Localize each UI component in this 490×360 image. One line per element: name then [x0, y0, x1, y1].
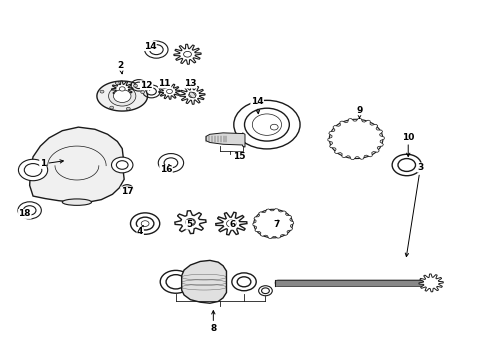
Text: 15: 15	[233, 152, 245, 161]
Text: 7: 7	[273, 220, 280, 229]
Polygon shape	[175, 211, 206, 234]
Circle shape	[254, 209, 293, 238]
Circle shape	[121, 185, 133, 193]
Text: 18: 18	[19, 210, 31, 219]
Polygon shape	[328, 118, 384, 159]
Polygon shape	[253, 209, 294, 238]
Text: 3: 3	[405, 163, 423, 257]
Text: 17: 17	[121, 186, 133, 196]
Polygon shape	[174, 44, 201, 64]
Circle shape	[226, 220, 236, 227]
Circle shape	[18, 202, 41, 219]
Circle shape	[24, 163, 42, 176]
Circle shape	[112, 157, 133, 173]
Circle shape	[252, 114, 282, 135]
Circle shape	[245, 108, 289, 141]
Circle shape	[124, 187, 130, 191]
Text: 2: 2	[118, 61, 124, 74]
Polygon shape	[216, 212, 247, 235]
Text: 14: 14	[251, 97, 264, 114]
Polygon shape	[159, 84, 180, 99]
Text: 10: 10	[402, 132, 415, 157]
Text: 1: 1	[40, 159, 63, 168]
Circle shape	[184, 51, 192, 57]
Circle shape	[134, 84, 138, 87]
Text: 5: 5	[186, 220, 192, 229]
Circle shape	[116, 82, 119, 85]
Circle shape	[126, 107, 130, 110]
Circle shape	[147, 88, 156, 95]
Polygon shape	[180, 86, 205, 104]
Circle shape	[134, 82, 143, 89]
Circle shape	[345, 131, 367, 147]
Circle shape	[24, 206, 36, 215]
Ellipse shape	[189, 92, 196, 98]
Polygon shape	[112, 81, 133, 97]
Circle shape	[187, 219, 195, 225]
Circle shape	[19, 159, 48, 181]
Polygon shape	[419, 274, 443, 292]
Text: 9: 9	[356, 106, 363, 118]
Circle shape	[167, 89, 172, 94]
Polygon shape	[182, 260, 226, 303]
Text: 16: 16	[160, 165, 172, 175]
Circle shape	[262, 288, 270, 294]
Circle shape	[100, 90, 104, 93]
Circle shape	[270, 124, 278, 130]
Circle shape	[149, 45, 163, 55]
Text: 11: 11	[158, 79, 171, 89]
Circle shape	[266, 218, 281, 229]
Circle shape	[136, 217, 154, 230]
Polygon shape	[206, 133, 245, 147]
Circle shape	[114, 90, 131, 103]
Circle shape	[119, 87, 125, 91]
Ellipse shape	[62, 199, 92, 205]
Circle shape	[189, 92, 196, 98]
Text: 4: 4	[137, 226, 144, 236]
Polygon shape	[30, 127, 124, 202]
Circle shape	[164, 158, 178, 168]
Circle shape	[109, 86, 136, 106]
Circle shape	[141, 221, 149, 226]
Circle shape	[110, 106, 114, 109]
Circle shape	[186, 219, 196, 226]
Circle shape	[398, 158, 416, 171]
Text: 13: 13	[184, 79, 196, 89]
Circle shape	[329, 119, 383, 158]
Text: 14: 14	[144, 41, 156, 50]
Text: 6: 6	[230, 220, 236, 229]
Circle shape	[116, 161, 128, 169]
Polygon shape	[97, 81, 147, 111]
Circle shape	[141, 91, 145, 94]
Circle shape	[166, 275, 186, 289]
Text: 12: 12	[140, 81, 153, 90]
Text: 8: 8	[210, 311, 217, 333]
Circle shape	[237, 277, 251, 287]
